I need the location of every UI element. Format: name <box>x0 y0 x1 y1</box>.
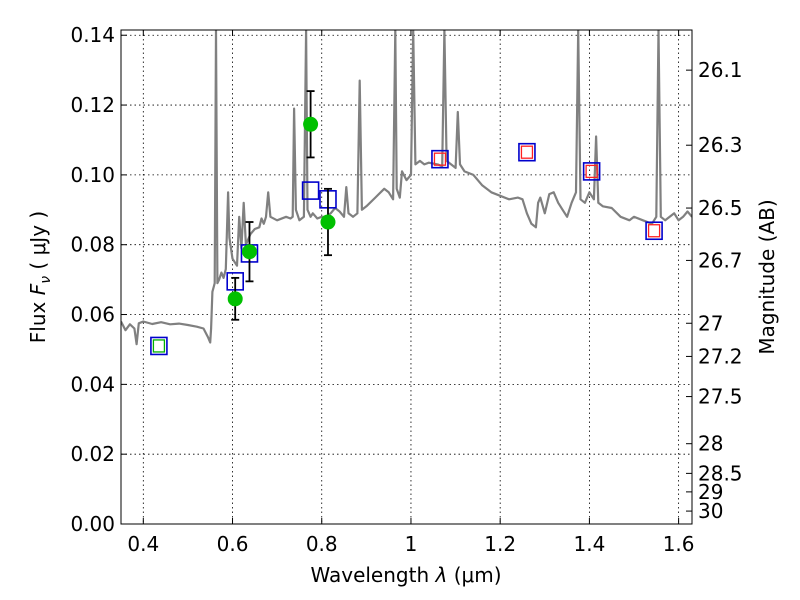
model-photometry-inner-square <box>647 224 661 238</box>
y-tick-label: 0.00 <box>70 512 115 536</box>
model-photometry-square <box>431 149 449 169</box>
model-photometry-square <box>301 181 320 200</box>
observed-photometry-point <box>303 116 319 132</box>
model-photometry-inner-square <box>433 152 447 166</box>
x-tick-label: 1.6 <box>663 532 695 556</box>
y-tick-label: 0.14 <box>70 23 115 47</box>
y2-tick-label: 27.2 <box>698 344 743 368</box>
y2-tick-label: 28 <box>698 432 723 456</box>
x-tick-label: 1.2 <box>484 532 516 556</box>
model-photometry-square <box>645 221 663 241</box>
x-tick-label: 1 <box>405 532 418 556</box>
model-spectrum-layer <box>121 30 692 346</box>
x-tick-label: 1.4 <box>573 532 605 556</box>
y-tick-label: 0.12 <box>70 93 115 117</box>
observed-photometry-point <box>241 244 257 260</box>
y-tick-label: 0.02 <box>70 442 115 466</box>
y2-tick-label: 27.5 <box>698 385 743 409</box>
model-photometry-square <box>518 142 536 162</box>
model-photometry-inner-square <box>520 145 534 159</box>
y2-tick-label: 30 <box>698 499 723 523</box>
y2-axis-label: Magnitude (AB) <box>755 199 779 354</box>
plot-frame <box>120 29 693 525</box>
y-tick-label: 0.08 <box>70 233 115 257</box>
model-photometry-inner-square <box>152 339 166 353</box>
y2-tick-label: 26.3 <box>698 133 743 157</box>
y2-tick-label: 28.5 <box>698 461 743 485</box>
x-tick-label: 0.4 <box>127 532 159 556</box>
x-axis-label: Wavelength λ (μm) <box>310 563 501 587</box>
y-tick-label: 0.10 <box>70 163 115 187</box>
x-tick-label: 0.6 <box>217 532 249 556</box>
y2-tick-label: 26.5 <box>698 196 743 220</box>
observed-photometry-point <box>227 291 243 307</box>
x-tick-label: 0.8 <box>306 532 338 556</box>
y2-tick-label: 29 <box>698 480 723 504</box>
y-tick-label: 0.06 <box>70 303 115 327</box>
y-tick-label: 0.04 <box>70 372 115 396</box>
y2-tick-label: 26.7 <box>698 248 743 272</box>
y2-tick-label: 26.1 <box>698 58 743 82</box>
grid <box>121 30 692 525</box>
photometry-layer <box>150 90 663 356</box>
observed-photometry-point <box>320 214 336 230</box>
model-photometry-square <box>150 336 168 356</box>
model-photometry-inner-square <box>585 164 598 179</box>
y-axis-label: Flux Fν ( μJy ) <box>26 211 55 343</box>
axis-ticks: 0.4 0.6 0.8 1 1.2 1.4 1.6 0.00 0.02 0.04 0.06 0.08 0… <box>70 23 742 556</box>
model-photometry-square <box>582 162 601 181</box>
model-spectrum-line <box>121 30 692 346</box>
y2-tick-label: 27 <box>698 311 723 335</box>
